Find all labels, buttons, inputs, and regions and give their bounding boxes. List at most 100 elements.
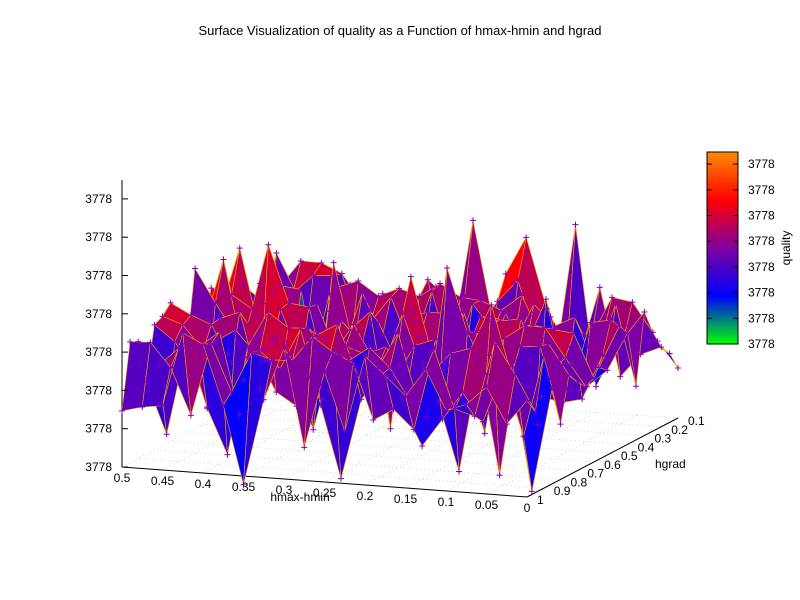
- data-point: [358, 396, 365, 403]
- data-point: [402, 392, 409, 399]
- data-point: [396, 285, 403, 292]
- data-point: [277, 282, 284, 289]
- data-point: [163, 431, 170, 438]
- data-point: [497, 318, 504, 325]
- data-point: [236, 245, 243, 252]
- colorbar-ticks: 3778 3778 3778 3778 3778 3778 3778 3778: [707, 157, 775, 351]
- data-point: [523, 234, 530, 241]
- data-point: [232, 341, 239, 348]
- data-point: [306, 373, 313, 380]
- data-point: [289, 383, 296, 390]
- data-point: [509, 363, 516, 370]
- data-point: [318, 396, 325, 403]
- data-point: [298, 286, 304, 293]
- data-point: [549, 385, 556, 392]
- data-point: [175, 344, 182, 351]
- z-tick-label: 3778: [85, 269, 112, 283]
- data-point: [545, 340, 552, 347]
- data-point: [277, 306, 284, 313]
- data-point: [510, 341, 517, 348]
- data-point: [318, 259, 325, 266]
- colorbar-tick-label: 3778: [748, 209, 775, 223]
- data-point: [555, 373, 562, 380]
- data-point: [419, 443, 426, 450]
- data-point: [293, 291, 300, 298]
- z-tick-label: 3778: [85, 307, 112, 321]
- data-point: [261, 345, 268, 352]
- data-point: [200, 341, 206, 348]
- data-point: [600, 328, 607, 335]
- data-point: [281, 354, 288, 361]
- data-point: [310, 272, 317, 279]
- data-point: [445, 361, 452, 368]
- y-tick-label: 0.1: [688, 414, 705, 428]
- data-point: [518, 292, 525, 299]
- data-point: [187, 412, 194, 419]
- data-point: [257, 385, 264, 392]
- data-point: [473, 327, 480, 334]
- data-point: [346, 326, 353, 333]
- data-point: [524, 397, 530, 404]
- data-point: [167, 364, 174, 371]
- data-point: [196, 364, 203, 371]
- data-point: [576, 354, 583, 361]
- data-point: [200, 326, 207, 333]
- data-point: [367, 308, 374, 315]
- data-point: [289, 357, 296, 364]
- data-point: [306, 304, 313, 311]
- y-tick-label: 1: [537, 493, 544, 507]
- data-point: [354, 370, 361, 377]
- data-point: [285, 299, 292, 306]
- data-point: [281, 338, 288, 345]
- x-axis-line: [121, 466, 528, 498]
- x-tick-label: 0.35: [232, 480, 256, 494]
- data-point: [398, 396, 405, 403]
- data-point: [410, 426, 417, 433]
- data-point: [575, 388, 582, 395]
- x-tick-label: 0.25: [313, 486, 337, 500]
- colorbar-tick-label: 3778: [748, 234, 775, 248]
- data-point: [321, 369, 328, 376]
- data-point: [253, 337, 259, 344]
- surface-mesh: [119, 217, 681, 495]
- data-point: [196, 343, 203, 350]
- data-point: [379, 365, 386, 372]
- y-tick-label: 0.6: [604, 458, 621, 472]
- data-point: [456, 394, 463, 401]
- data-point: [607, 317, 614, 324]
- data-point: [571, 314, 578, 321]
- colorbar-tick-label: 3778: [748, 157, 775, 171]
- x-tick-label: 0: [524, 501, 531, 515]
- data-point: [416, 293, 423, 300]
- x-tick-label: 0.5: [114, 471, 131, 485]
- data-point: [256, 348, 263, 355]
- data-point: [505, 318, 512, 325]
- data-point: [592, 364, 599, 371]
- data-point: [155, 362, 162, 369]
- data-point: [285, 324, 292, 331]
- data-point: [428, 348, 435, 355]
- grid-line: [267, 389, 679, 419]
- data-point: [391, 376, 398, 383]
- data-point: [483, 384, 490, 391]
- data-point: [432, 336, 438, 343]
- data-point: [265, 313, 271, 320]
- data-point: [127, 338, 134, 345]
- data-point: [293, 382, 300, 389]
- data-point: [371, 357, 377, 364]
- data-point: [490, 321, 497, 328]
- data-point: [253, 314, 260, 321]
- data-point: [204, 404, 211, 411]
- data-point: [456, 468, 463, 475]
- data-point: [244, 354, 251, 361]
- data-point: [314, 301, 321, 308]
- data-point: [383, 376, 390, 383]
- data-point: [486, 352, 493, 359]
- data-point: [420, 333, 427, 340]
- data-point: [435, 399, 442, 406]
- data-point: [449, 363, 456, 370]
- y-tick-label: 0.5: [621, 449, 638, 463]
- data-point: [212, 299, 219, 306]
- data-point: [359, 334, 366, 341]
- data-point: [265, 241, 272, 248]
